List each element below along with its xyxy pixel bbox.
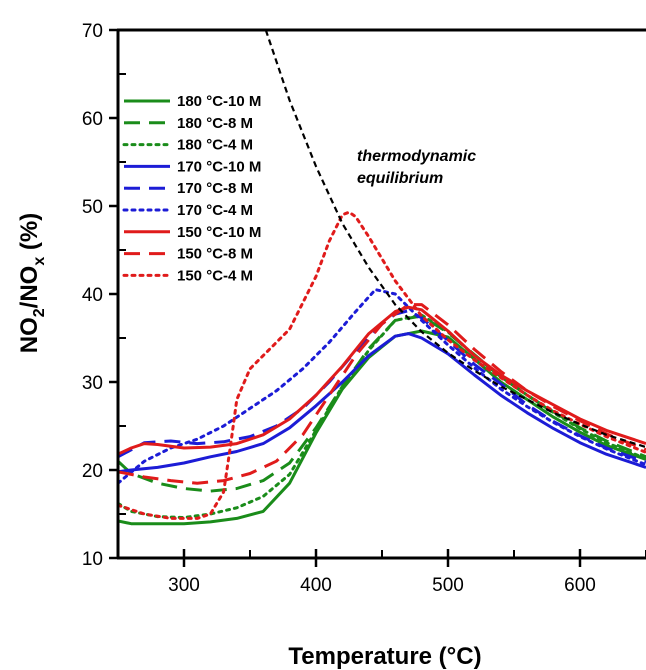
legend-label: 180 °C-4 M xyxy=(177,137,253,154)
legend-label: 180 °C-10 M xyxy=(177,93,261,110)
y-tick-label: 40 xyxy=(82,285,103,306)
legend-label: 150 °C-10 M xyxy=(177,224,261,241)
annotation-line-1: thermodynamic xyxy=(357,148,476,165)
equilibrium-line xyxy=(264,30,646,449)
legend: 180 °C-10 M 180 °C-8 M 180 °C-4 M 170 °C-10… xyxy=(122,93,261,284)
series-line-1 xyxy=(118,314,646,493)
legend-label: 180 °C-8 M xyxy=(177,115,253,132)
series-line-8 xyxy=(118,210,646,520)
y-tick-label: 20 xyxy=(82,461,103,482)
legend-label: 170 °C-8 M xyxy=(177,180,253,197)
legend-label: 150 °C-4 M xyxy=(177,267,253,284)
ticks: 10 20 30 40 50 60 70 300 400 500 600 xyxy=(82,21,646,596)
y-tick-label: 30 xyxy=(82,373,103,394)
x-tick-label: 600 xyxy=(564,575,596,596)
x-tick-label: 500 xyxy=(432,575,464,596)
y-axis-title: NO2/NOx (%) xyxy=(16,213,48,353)
plot-lines xyxy=(118,30,646,526)
legend-label: 170 °C-4 M xyxy=(177,202,253,219)
y-tick-label: 10 xyxy=(82,549,103,570)
series-line-2 xyxy=(118,313,646,519)
legend-label: 150 °C-8 M xyxy=(177,246,253,263)
series-line-7 xyxy=(118,303,646,485)
y-tick-label: 50 xyxy=(82,197,103,218)
y-tick-label: 70 xyxy=(82,21,103,42)
series-line-6 xyxy=(118,305,646,456)
series-line-3 xyxy=(118,332,646,474)
legend-label: 170 °C-10 M xyxy=(177,158,261,175)
x-tick-label: 300 xyxy=(168,575,200,596)
x-tick-label: 400 xyxy=(300,575,332,596)
y-tick-label: 60 xyxy=(82,109,103,130)
x-axis-title: Temperature (°C) xyxy=(288,643,481,670)
annotation-line-2: equilibrium xyxy=(357,170,443,187)
series-line-5 xyxy=(118,288,646,485)
